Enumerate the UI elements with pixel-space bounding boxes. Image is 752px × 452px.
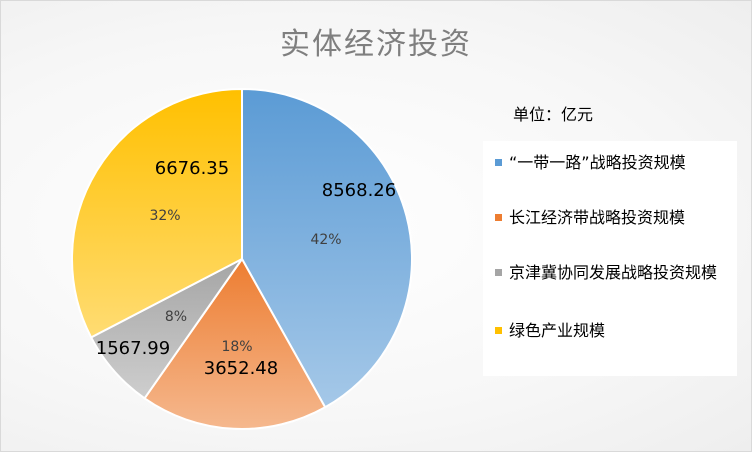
percent-label-jingjinji: 8% xyxy=(165,309,187,325)
legend-item-belt-road: “一带一路”战略投资规模 xyxy=(495,151,727,175)
percent-label-yangtze: 18% xyxy=(221,339,252,355)
legend-swatch-belt-road xyxy=(495,159,502,166)
legend-label-belt-road: “一带一路”战略投资规模 xyxy=(509,153,686,172)
pie-slice-belt-road xyxy=(241,87,413,409)
pie-slice-green xyxy=(71,87,243,339)
value-label-yangtze: 3652.48 xyxy=(204,358,278,379)
legend-label-yangtze: 长江经济带战略投资规模 xyxy=(509,208,686,227)
legend-item-green: 绿色产业规模 xyxy=(495,319,727,343)
value-label-green: 6676.35 xyxy=(155,158,229,179)
value-label-jingjinji: 1567.99 xyxy=(96,338,170,359)
legend-swatch-green xyxy=(495,327,502,334)
value-label-belt-road: 8568.26 xyxy=(322,180,396,201)
pie-slice-yangtze xyxy=(143,257,327,430)
percent-label-green: 32% xyxy=(149,208,180,224)
legend-swatch-jingjinji xyxy=(495,269,502,276)
legend-swatch-yangtze xyxy=(495,214,502,221)
legend-item-jingjinji: 京津冀协同发展战略投资规模 xyxy=(495,261,727,285)
legend-item-yangtze: 长江经济带战略投资规模 xyxy=(495,206,727,230)
unit-note: 单位：亿元 xyxy=(513,105,594,124)
chart-title: 实体经济投资 xyxy=(280,27,472,62)
legend-label-green: 绿色产业规模 xyxy=(509,321,606,340)
legend-label-jingjinji: 京津冀协同发展战略投资规模 xyxy=(509,263,718,282)
legend: “一带一路”战略投资规模 长江经济带战略投资规模 京津冀协同发展战略投资规模 绿… xyxy=(483,141,737,376)
percent-label-belt-road: 42% xyxy=(310,232,341,248)
